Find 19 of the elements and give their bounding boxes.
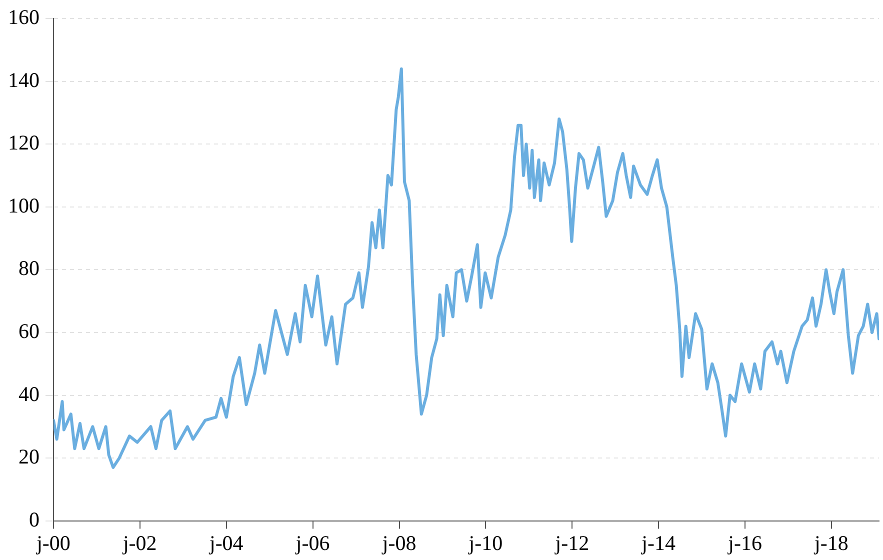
x-tick-label: j-02 (122, 530, 157, 555)
x-tick-label: j-08 (381, 530, 416, 555)
x-tick-label: j-14 (640, 530, 676, 555)
x-tick-label: j-12 (554, 530, 590, 555)
y-tick-label: 0 (29, 507, 40, 532)
x-tick-label: j-18 (814, 530, 848, 555)
x-tick-label: j-04 (208, 530, 244, 555)
y-tick-label: 20 (18, 444, 40, 469)
x-tick-label: j-00 (36, 530, 70, 555)
y-tick-label: 100 (8, 193, 40, 218)
y-tick-label: 80 (18, 256, 40, 280)
y-tick-label: 40 (18, 382, 40, 406)
x-tick-label: j-06 (294, 530, 330, 555)
x-tick-label: j-10 (468, 530, 503, 555)
x-tick-label: j-16 (727, 530, 762, 555)
y-tick-label: 160 (8, 5, 40, 30)
y-tick-label: 60 (18, 318, 40, 343)
y-tick-label: 140 (8, 68, 40, 92)
y-tick-label: 120 (8, 130, 40, 155)
